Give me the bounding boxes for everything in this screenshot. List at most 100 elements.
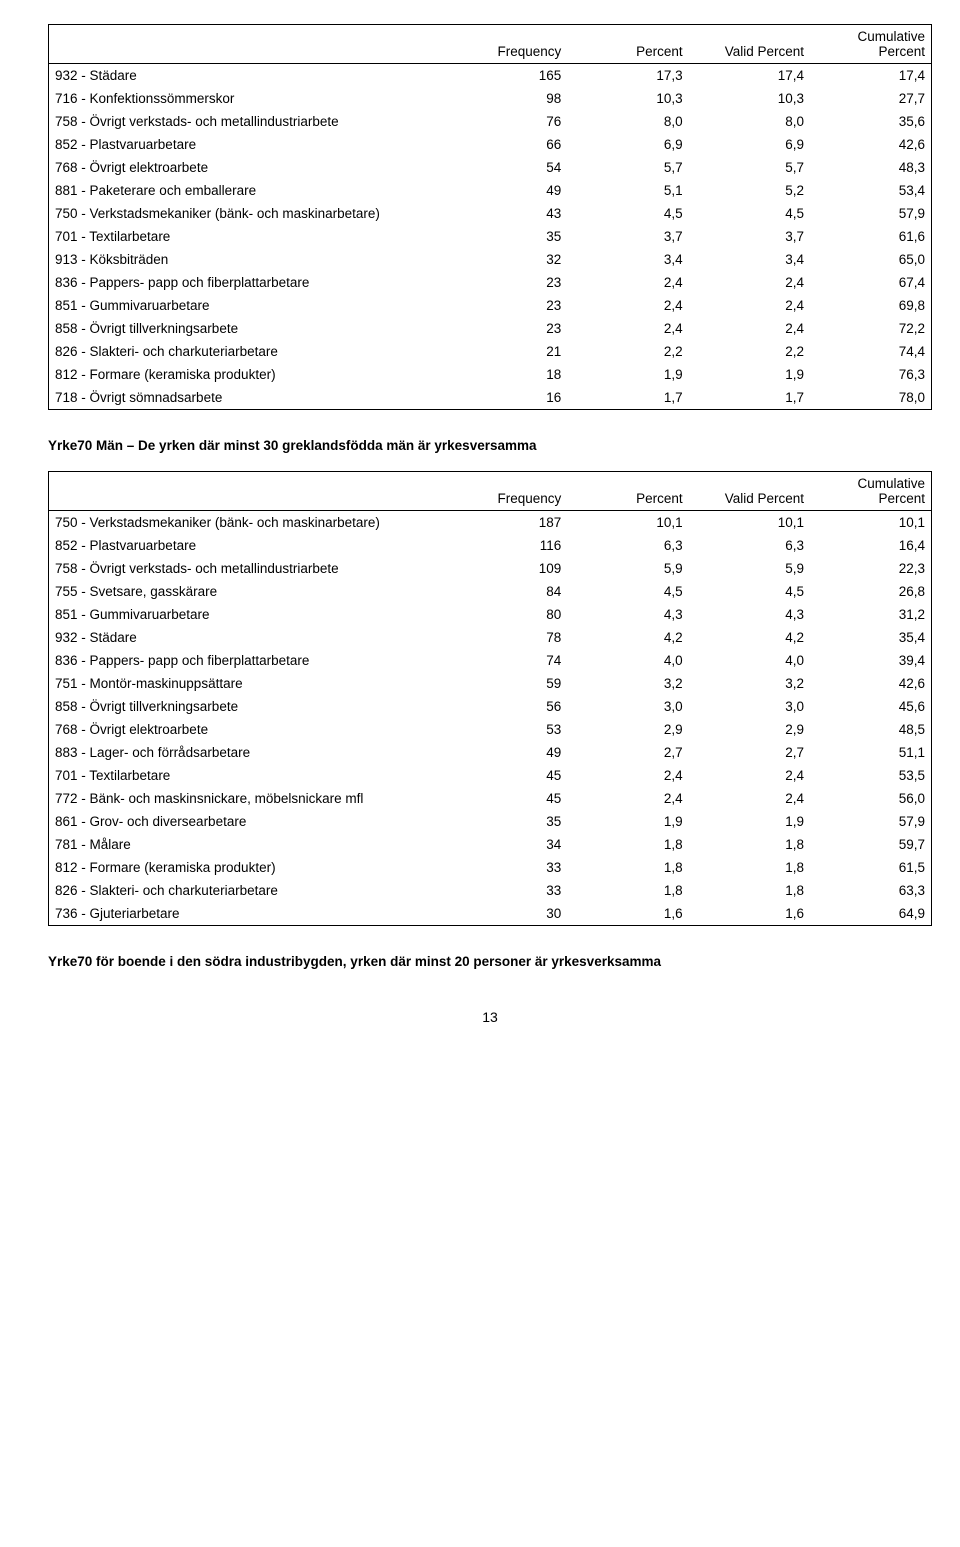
row-value: 61,5 — [810, 856, 931, 879]
row-value: 6,9 — [567, 133, 688, 156]
row-value: 35,4 — [810, 626, 931, 649]
row-value: 2,4 — [567, 294, 688, 317]
row-value: 33 — [446, 879, 567, 902]
row-value: 84 — [446, 580, 567, 603]
row-value: 5,7 — [567, 156, 688, 179]
row-value: 17,4 — [810, 64, 931, 88]
table-row: 836 - Pappers- papp och fiberplattarbeta… — [49, 649, 932, 672]
row-label: 852 - Plastvaruarbetare — [49, 133, 446, 156]
row-value: 32 — [446, 248, 567, 271]
row-label: 881 - Paketerare och emballerare — [49, 179, 446, 202]
table-row: 751 - Montör-maskinuppsättare593,23,242,… — [49, 672, 932, 695]
row-value: 4,0 — [567, 649, 688, 672]
row-value: 4,5 — [567, 202, 688, 225]
row-label: 701 - Textilarbetare — [49, 764, 446, 787]
table-row: 861 - Grov- och diversearbetare351,91,95… — [49, 810, 932, 833]
row-value: 2,2 — [567, 340, 688, 363]
row-label: 932 - Städare — [49, 64, 446, 88]
table-row: 858 - Övrigt tillverkningsarbete232,42,4… — [49, 317, 932, 340]
row-label: 858 - Övrigt tillverkningsarbete — [49, 695, 446, 718]
row-value: 30 — [446, 902, 567, 926]
row-label: 851 - Gummivaruarbetare — [49, 603, 446, 626]
row-value: 116 — [446, 534, 567, 557]
table-occupations-1: Frequency Percent Valid Percent Cumulati… — [48, 24, 932, 410]
table-row: 812 - Formare (keramiska produkter)181,9… — [49, 363, 932, 386]
row-value: 2,4 — [689, 317, 810, 340]
row-label: 812 - Formare (keramiska produkter) — [49, 856, 446, 879]
row-value: 57,9 — [810, 202, 931, 225]
row-value: 4,5 — [567, 580, 688, 603]
col-header-valid-percent: Valid Percent — [689, 472, 810, 511]
row-value: 72,2 — [810, 317, 931, 340]
table-row: 758 - Övrigt verkstads- och metallindust… — [49, 110, 932, 133]
row-label: 861 - Grov- och diversearbetare — [49, 810, 446, 833]
table-row: 852 - Plastvaruarbetare1166,36,316,4 — [49, 534, 932, 557]
table-row: 826 - Slakteri- och charkuteriarbetare21… — [49, 340, 932, 363]
row-value: 4,0 — [689, 649, 810, 672]
row-value: 8,0 — [567, 110, 688, 133]
row-value: 49 — [446, 741, 567, 764]
row-value: 10,1 — [567, 511, 688, 535]
table-row: 883 - Lager- och förrådsarbetare492,72,7… — [49, 741, 932, 764]
row-value: 56,0 — [810, 787, 931, 810]
row-value: 61,6 — [810, 225, 931, 248]
row-value: 2,2 — [689, 340, 810, 363]
table-row: 851 - Gummivaruarbetare804,34,331,2 — [49, 603, 932, 626]
row-value: 42,6 — [810, 133, 931, 156]
row-value: 1,8 — [567, 833, 688, 856]
row-value: 35,6 — [810, 110, 931, 133]
row-value: 3,4 — [689, 248, 810, 271]
row-value: 80 — [446, 603, 567, 626]
row-value: 63,3 — [810, 879, 931, 902]
row-label: 758 - Övrigt verkstads- och metallindust… — [49, 110, 446, 133]
row-value: 10,1 — [689, 511, 810, 535]
row-value: 165 — [446, 64, 567, 88]
row-value: 2,9 — [567, 718, 688, 741]
row-value: 6,3 — [689, 534, 810, 557]
row-value: 2,4 — [689, 294, 810, 317]
row-value: 27,7 — [810, 87, 931, 110]
row-value: 23 — [446, 271, 567, 294]
row-label: 701 - Textilarbetare — [49, 225, 446, 248]
col-header-label — [49, 25, 446, 64]
row-value: 2,9 — [689, 718, 810, 741]
row-value: 35 — [446, 810, 567, 833]
row-value: 2,4 — [567, 764, 688, 787]
row-label: 812 - Formare (keramiska produkter) — [49, 363, 446, 386]
row-value: 51,1 — [810, 741, 931, 764]
row-value: 1,6 — [567, 902, 688, 926]
row-value: 1,8 — [689, 833, 810, 856]
row-value: 49 — [446, 179, 567, 202]
row-value: 6,3 — [567, 534, 688, 557]
col-header-frequency: Frequency — [446, 472, 567, 511]
row-value: 56 — [446, 695, 567, 718]
col-header-valid-percent: Valid Percent — [689, 25, 810, 64]
row-value: 17,4 — [689, 64, 810, 88]
row-value: 3,7 — [689, 225, 810, 248]
row-value: 4,2 — [689, 626, 810, 649]
row-value: 45,6 — [810, 695, 931, 718]
row-value: 2,4 — [567, 317, 688, 340]
row-value: 76,3 — [810, 363, 931, 386]
row-value: 26,8 — [810, 580, 931, 603]
row-value: 23 — [446, 317, 567, 340]
col-header-frequency: Frequency — [446, 25, 567, 64]
row-label: 851 - Gummivaruarbetare — [49, 294, 446, 317]
row-value: 4,2 — [567, 626, 688, 649]
row-value: 65,0 — [810, 248, 931, 271]
row-value: 35 — [446, 225, 567, 248]
row-value: 2,7 — [567, 741, 688, 764]
row-value: 1,6 — [689, 902, 810, 926]
row-value: 1,9 — [689, 363, 810, 386]
row-value: 1,7 — [567, 386, 688, 410]
row-label: 883 - Lager- och förrådsarbetare — [49, 741, 446, 764]
row-value: 54 — [446, 156, 567, 179]
row-label: 836 - Pappers- papp och fiberplattarbeta… — [49, 649, 446, 672]
col-header-cumulative-percent: Cumulative Percent — [810, 472, 931, 511]
table-row: 913 - Köksbiträden323,43,465,0 — [49, 248, 932, 271]
row-value: 3,2 — [689, 672, 810, 695]
row-value: 33 — [446, 856, 567, 879]
table-row: 768 - Övrigt elektroarbete532,92,948,5 — [49, 718, 932, 741]
table-row: 755 - Svetsare, gasskärare844,54,526,8 — [49, 580, 932, 603]
section-heading-men: Yrke70 Män – De yrken där minst 30 grekl… — [48, 438, 932, 453]
